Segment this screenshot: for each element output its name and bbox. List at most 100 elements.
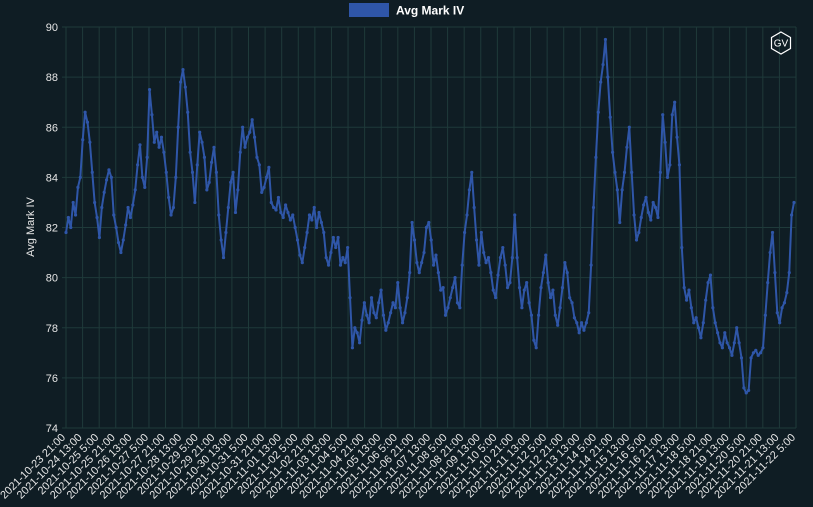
data-point[interactable]: [186, 110, 190, 114]
data-point[interactable]: [689, 306, 693, 310]
data-point[interactable]: [102, 190, 106, 195]
data-point[interactable]: [460, 263, 464, 267]
data-point[interactable]: [307, 213, 312, 217]
data-point[interactable]: [181, 68, 185, 72]
data-point[interactable]: [331, 235, 335, 240]
data-point[interactable]: [730, 353, 734, 357]
data-point[interactable]: [496, 273, 500, 277]
data-point[interactable]: [537, 313, 541, 317]
data-point[interactable]: [620, 188, 624, 192]
data-point[interactable]: [756, 353, 760, 357]
data-point[interactable]: [78, 175, 82, 179]
data-point[interactable]: [446, 306, 450, 310]
data-point[interactable]: [529, 313, 534, 317]
data-point[interactable]: [255, 155, 259, 159]
data-point[interactable]: [680, 245, 684, 250]
data-point[interactable]: [88, 140, 92, 144]
data-point[interactable]: [319, 220, 323, 225]
data-point[interactable]: [403, 311, 407, 315]
data-point[interactable]: [713, 321, 717, 325]
data-point[interactable]: [758, 351, 763, 355]
data-point[interactable]: [365, 313, 369, 317]
data-point[interactable]: [152, 140, 156, 144]
data-point[interactable]: [295, 238, 300, 242]
data-point[interactable]: [212, 145, 216, 149]
data-point[interactable]: [525, 281, 529, 285]
data-point[interactable]: [498, 255, 503, 260]
data-point[interactable]: [520, 306, 524, 310]
data-point[interactable]: [109, 175, 113, 179]
data-point[interactable]: [458, 306, 462, 310]
data-point[interactable]: [451, 286, 455, 290]
data-point[interactable]: [350, 346, 355, 350]
data-point[interactable]: [76, 185, 80, 189]
data-point[interactable]: [164, 170, 168, 174]
data-point[interactable]: [692, 321, 696, 325]
data-point[interactable]: [336, 235, 340, 240]
data-point[interactable]: [489, 271, 493, 275]
data-point[interactable]: [150, 113, 154, 117]
data-point[interactable]: [644, 195, 648, 200]
data-point[interactable]: [708, 273, 713, 277]
data-point[interactable]: [642, 203, 646, 207]
data-point[interactable]: [515, 255, 519, 260]
data-point[interactable]: [338, 263, 343, 267]
data-point[interactable]: [656, 215, 660, 220]
data-point[interactable]: [393, 306, 397, 310]
data-point[interactable]: [377, 301, 381, 305]
data-point[interactable]: [754, 348, 758, 352]
data-point[interactable]: [589, 263, 593, 267]
data-point[interactable]: [608, 115, 612, 119]
data-point[interactable]: [465, 213, 469, 217]
data-point[interactable]: [663, 140, 667, 144]
data-point[interactable]: [422, 250, 426, 255]
data-point[interactable]: [205, 188, 209, 192]
data-point[interactable]: [727, 346, 732, 350]
data-point[interactable]: [341, 255, 345, 260]
data-point[interactable]: [317, 210, 321, 215]
data-point[interactable]: [202, 155, 207, 159]
data-point[interactable]: [210, 160, 214, 164]
data-point[interactable]: [279, 210, 283, 215]
data-point[interactable]: [548, 296, 553, 300]
data-point[interactable]: [591, 205, 596, 210]
data-point[interactable]: [329, 250, 333, 255]
data-point[interactable]: [477, 263, 481, 267]
data-point[interactable]: [214, 170, 218, 174]
data-point[interactable]: [334, 245, 338, 250]
data-point[interactable]: [577, 331, 581, 335]
data-point[interactable]: [505, 286, 510, 290]
data-point[interactable]: [303, 245, 307, 250]
data-point[interactable]: [558, 306, 562, 310]
data-point[interactable]: [470, 170, 474, 174]
data-point[interactable]: [603, 37, 608, 42]
data-point[interactable]: [563, 260, 567, 265]
data-point[interactable]: [572, 316, 577, 320]
data-point[interactable]: [310, 218, 314, 222]
data-point[interactable]: [768, 250, 772, 255]
data-point[interactable]: [467, 188, 471, 192]
data-point[interactable]: [178, 80, 183, 84]
data-point[interactable]: [599, 80, 603, 84]
data-point[interactable]: [565, 271, 569, 275]
data-point[interactable]: [73, 213, 78, 217]
data-point[interactable]: [133, 188, 137, 192]
data-point[interactable]: [751, 351, 756, 355]
data-point[interactable]: [322, 230, 326, 235]
data-point[interactable]: [264, 175, 269, 179]
data-point[interactable]: [775, 311, 779, 315]
data-point[interactable]: [582, 328, 586, 332]
data-point[interactable]: [97, 235, 102, 240]
data-point[interactable]: [651, 200, 655, 205]
data-point[interactable]: [527, 301, 531, 305]
data-point[interactable]: [90, 170, 94, 174]
data-point[interactable]: [85, 120, 90, 124]
data-point[interactable]: [312, 205, 316, 210]
data-point[interactable]: [429, 238, 433, 242]
data-point[interactable]: [267, 165, 271, 169]
data-point[interactable]: [408, 271, 412, 275]
data-point[interactable]: [357, 341, 362, 345]
data-point[interactable]: [252, 135, 257, 139]
data-point[interactable]: [386, 321, 390, 325]
data-point[interactable]: [517, 286, 522, 290]
